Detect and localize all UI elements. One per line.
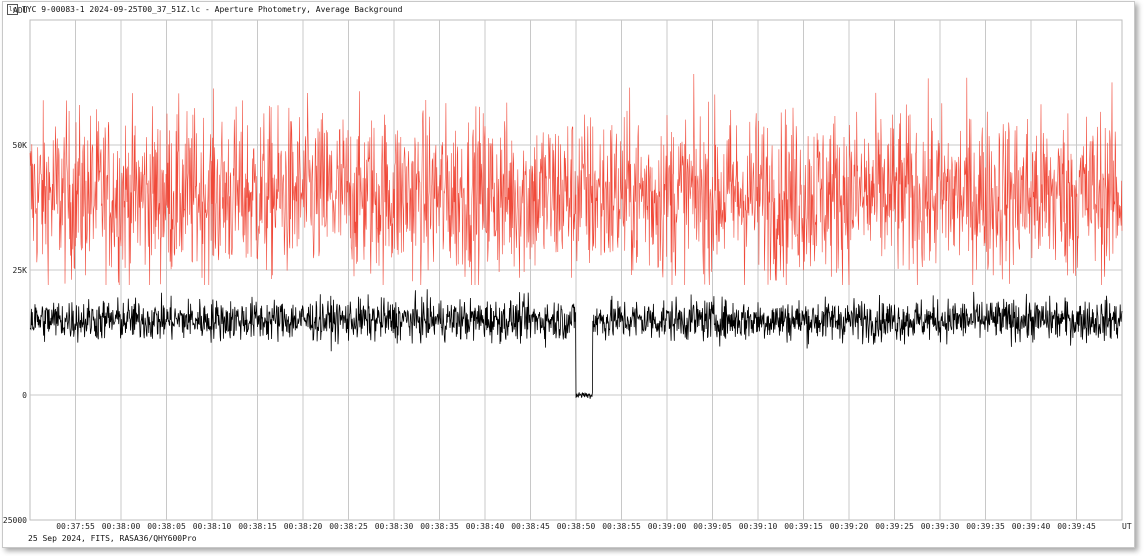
series-line-1 — [29, 73, 1123, 286]
light-curve-window: lc TYC 9-00083-1 2024-09-25T00_37_51Z.lc… — [2, 1, 1135, 548]
y-tick-label: 0 — [22, 391, 27, 400]
x-tick-label: 00:39:15 — [784, 522, 823, 531]
light-curve-app-icon[interactable]: lc — [7, 3, 18, 15]
x-tick-label: 00:38:35 — [420, 522, 459, 531]
x-tick-label: 00:39:05 — [693, 522, 732, 531]
plot-grid — [29, 19, 1123, 521]
x-tick-label: 00:38:05 — [147, 522, 186, 531]
x-tick-label: 00:38:15 — [238, 522, 277, 531]
x-tick-label: 00:38:10 — [193, 522, 232, 531]
x-axis-ticks: 00:37:55 00:38:00 00:38:05 00:38:10 00:38:15… — [56, 522, 1096, 531]
title-bar: lc TYC 9-00083-1 2024-09-25T00_37_51Z.lc… — [3, 2, 1134, 16]
footer-info: 25 Sep 2024, FITS, RASA36/QHY600Pro — [28, 534, 197, 543]
x-axis-label: UT — [1122, 522, 1132, 531]
x-tick-label: 00:39:00 — [648, 522, 687, 531]
x-tick-label: 00:38:45 — [511, 522, 550, 531]
x-tick-label: 00:39:10 — [739, 522, 778, 531]
x-tick-label: 00:37:55 — [56, 522, 95, 531]
y-tick-label: -25000 — [3, 516, 27, 525]
x-tick-label: 00:38:40 — [466, 522, 505, 531]
x-tick-label: 00:39:40 — [1012, 522, 1051, 531]
y-tick-label: 25K — [13, 266, 28, 275]
series-group — [29, 73, 1123, 399]
window-title: TYC 9-00083-1 2024-09-25T00_37_51Z.lc - … — [22, 4, 403, 14]
series-line-2 — [29, 289, 1123, 399]
x-tick-label: 00:39:25 — [875, 522, 914, 531]
y-tick-label: 50K — [13, 141, 28, 150]
x-tick-label: 00:38:20 — [284, 522, 323, 531]
x-tick-label: 00:38:55 — [602, 522, 641, 531]
x-tick-label: 00:38:25 — [329, 522, 368, 531]
y-axis-label: ADU — [13, 6, 28, 15]
x-tick-label: 00:39:45 — [1057, 522, 1096, 531]
y-axis-ticks: 50K 25K 0 -25000 — [3, 141, 27, 525]
x-tick-label: 00:38:00 — [102, 522, 141, 531]
x-tick-label: 00:39:35 — [966, 522, 1005, 531]
x-tick-label: 00:39:20 — [830, 522, 869, 531]
x-tick-label: 00:38:50 — [557, 522, 596, 531]
x-tick-label: 00:38:30 — [375, 522, 414, 531]
x-tick-label: 00:39:30 — [921, 522, 960, 531]
